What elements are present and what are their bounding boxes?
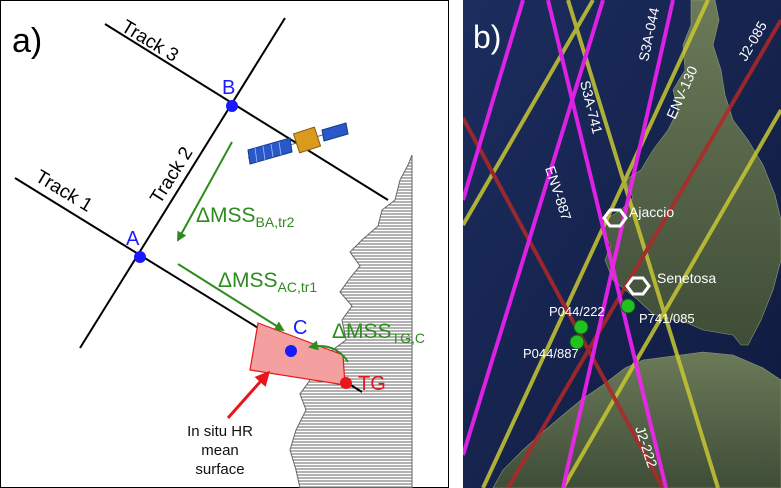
point-p044-887 <box>569 334 585 350</box>
point-label-p044-222: P044/222 <box>549 304 605 319</box>
dmss-ac-label: ΔMSSAC,tr1 <box>218 269 317 295</box>
point-label-p741-085: P741/085 <box>639 311 695 326</box>
ground-tracks <box>463 0 781 488</box>
coastline-hatched <box>289 154 413 488</box>
schematic-panel-a: a) Track 1 Track 2 Track 3 A B C TG ΔMSS… <box>0 0 449 488</box>
panel-a-label: a) <box>12 22 42 60</box>
satellite-icon <box>247 122 349 165</box>
point-p741-085 <box>620 298 636 314</box>
insitu-label-line3: surface <box>195 461 244 478</box>
site-label-ajaccio: Ajaccio <box>629 204 674 220</box>
point-b-label: B <box>222 77 235 99</box>
insitu-label-line2: mean <box>201 442 239 459</box>
point-b-marker <box>226 100 238 112</box>
panel-b-label: b) <box>473 19 501 55</box>
tg-marker <box>340 377 352 389</box>
tg-label: TG <box>358 373 386 395</box>
point-a-label: A <box>126 228 140 250</box>
senetosa-marker <box>625 276 651 296</box>
point-label-p044-887: P044/887 <box>523 346 579 361</box>
track-3-line <box>104 23 389 201</box>
dmss-tg-label: ΔMSSTG,C <box>332 320 425 346</box>
point-c-label: C <box>293 317 307 339</box>
point-c-marker <box>285 345 297 357</box>
track-2-line <box>79 17 286 349</box>
site-label-senetosa: Senetosa <box>657 270 716 286</box>
point-p044-222 <box>573 319 589 335</box>
satellite-map-panel-b: b) S3A-044 ENV-130 J2-085 S3A-741 ENV-88… <box>463 0 781 488</box>
arrow-ac <box>177 263 285 332</box>
arrow-insitu <box>226 370 270 419</box>
ajaccio-marker <box>602 208 628 228</box>
dmss-ba-label: ΔMSSBA,tr2 <box>196 204 295 230</box>
point-a-marker <box>134 251 146 263</box>
arrow-ba <box>177 141 233 242</box>
arrow-tg <box>308 340 349 363</box>
insitu-label-line1: In situ HR <box>187 423 253 440</box>
